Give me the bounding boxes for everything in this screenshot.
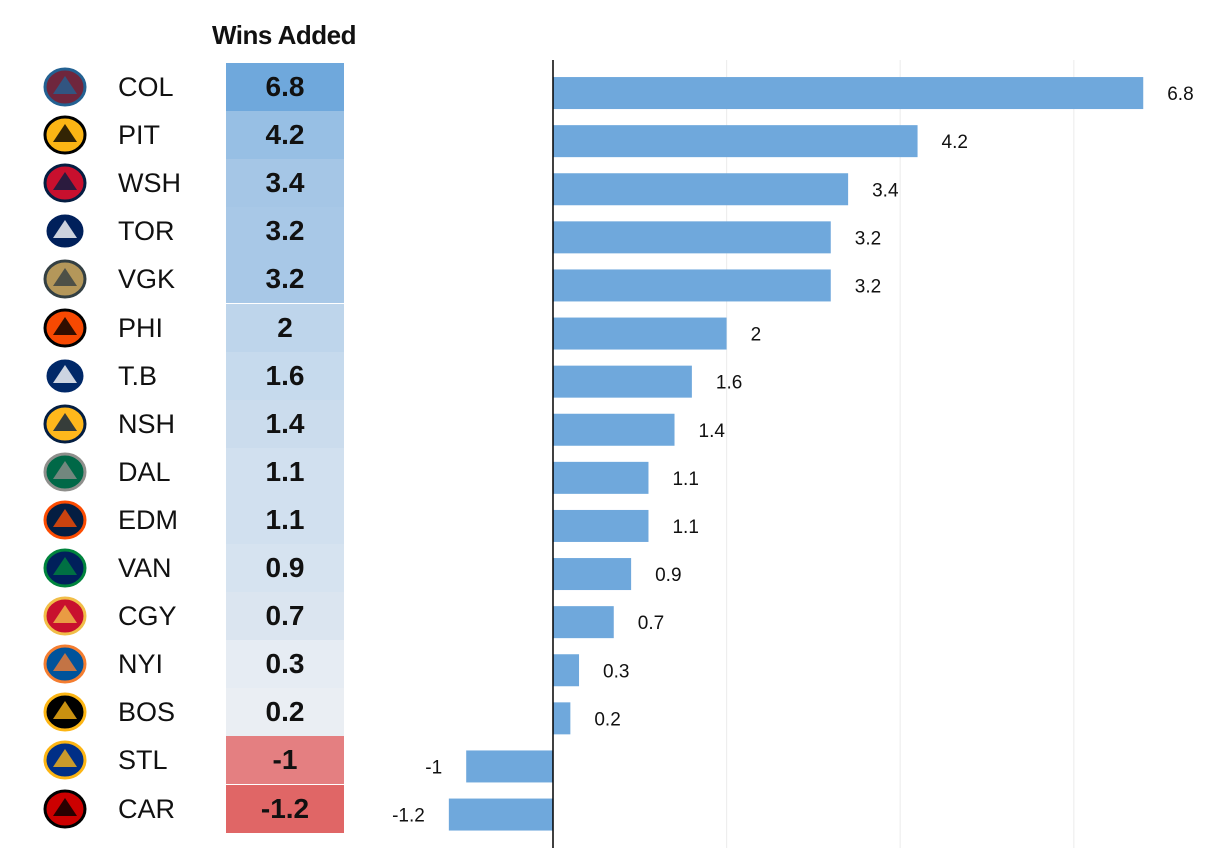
bar-cgy [553, 606, 614, 639]
wins-added-cell: 3.2 [226, 255, 344, 304]
bar-value-label: 0.7 [638, 613, 664, 634]
bar-value-label: 1.1 [672, 469, 698, 490]
bar-tor [553, 221, 831, 254]
bar-value-label: 1.4 [699, 421, 726, 442]
boston-bruins-logo-icon [43, 692, 87, 732]
vegas-golden-knights-logo-icon [43, 259, 87, 299]
wins-added-cell: 2 [226, 303, 344, 352]
nashville-predators-logo-icon [43, 404, 87, 444]
team-row: EDM 1.1 [0, 495, 1228, 544]
team-abbreviation: CAR [118, 793, 176, 824]
edmonton-oilers-logo-icon [43, 500, 87, 540]
column-title: Wins Added [211, 20, 357, 50]
bar-stl [466, 750, 553, 783]
team-row: STL -1 [0, 736, 1228, 785]
bar-value-label: 1.1 [672, 517, 698, 538]
bar-value-label: 3.2 [855, 276, 881, 297]
new-york-islanders-logo-icon [43, 644, 87, 684]
team-row: PHI 2 [0, 303, 1228, 352]
team-row: TOR 3.2 [0, 207, 1228, 256]
bar-tb [553, 365, 692, 398]
bar-value-label: 0.3 [603, 661, 629, 682]
team-abbreviation: PHI [118, 312, 164, 343]
team-row: DAL 1.1 [0, 447, 1228, 496]
bar-value-label: 2 [751, 325, 762, 346]
wins-added-cell: 3.2 [226, 207, 344, 256]
bar-nyi [553, 654, 580, 687]
team-abbreviation: T.B [118, 360, 158, 391]
bar-vgk [553, 269, 831, 302]
team-row: CAR -1.2 [0, 784, 1228, 833]
bar-edm [553, 509, 649, 542]
team-row: PIT 4.2 [0, 111, 1228, 160]
team-row: VAN 0.9 [0, 544, 1228, 592]
calgary-flames-logo-icon [43, 596, 87, 636]
team-abbreviation: TOR [118, 216, 175, 247]
wins-added-cell: 0.3 [226, 640, 344, 689]
wins-added-cell: 4.2 [226, 111, 344, 160]
bar-car [448, 798, 553, 831]
bar-value-label: 3.2 [855, 228, 881, 249]
wins-added-cell: -1 [226, 736, 344, 785]
wins-added-cell: 1.6 [226, 351, 344, 400]
bar-value-label: 0.2 [594, 709, 620, 730]
bar-col [553, 77, 1144, 110]
pittsburgh-penguins-logo-icon [43, 115, 87, 155]
wins-added-cell: 6.8 [226, 63, 344, 111]
team-row: WSH 3.4 [0, 159, 1228, 208]
bar-van [553, 558, 632, 591]
team-abbreviation: NYI [118, 649, 164, 680]
dallas-stars-logo-icon [43, 452, 87, 492]
wins-added-cell: 1.1 [226, 495, 344, 544]
tampa-bay-lightning-logo-icon [43, 356, 87, 396]
team-row: T.B 1.6 [0, 351, 1228, 400]
carolina-hurricanes-logo-icon [43, 789, 87, 828]
wins-added-cell: 0.7 [226, 592, 344, 641]
bar-value-label: -1 [425, 757, 442, 778]
team-abbreviation: BOS [118, 697, 176, 728]
team-row: NSH 1.4 [0, 399, 1228, 448]
team-abbreviation: COL [118, 72, 174, 102]
team-abbreviation: VGK [118, 264, 176, 295]
bar-value-label: -1.2 [392, 806, 425, 827]
team-abbreviation: NSH [118, 408, 176, 439]
philadelphia-flyers-logo-icon [43, 308, 87, 347]
washington-capitals-logo-icon [43, 163, 87, 203]
bar-value-label: 1.6 [716, 373, 742, 394]
bar-value-label: 0.9 [655, 565, 681, 586]
wins-added-cell: 3.4 [226, 159, 344, 208]
team-abbreviation: DAL [118, 456, 171, 487]
wins-added-cell: 1.4 [226, 399, 344, 448]
team-row: BOS 0.2 [0, 688, 1228, 737]
bar-pit [553, 125, 918, 158]
vancouver-canucks-logo-icon [43, 548, 87, 588]
team-abbreviation: PIT [118, 120, 161, 151]
team-abbreviation: WSH [118, 168, 181, 199]
bar-nsh [553, 413, 675, 446]
wins-added-cell: 0.2 [226, 688, 344, 737]
bar-value-label: 3.4 [872, 180, 899, 201]
team-abbreviation: CGY [118, 601, 177, 632]
team-abbreviation: STL [118, 745, 168, 776]
team-abbreviation: EDM [118, 504, 178, 535]
team-row: NYI 0.3 [0, 640, 1228, 689]
bar-value-label: 6.8 [1167, 84, 1193, 105]
team-row: VGK 3.2 [0, 255, 1228, 304]
bar-wsh [553, 173, 849, 206]
wins-added-cell: -1.2 [226, 784, 344, 833]
team-row: COL 6.8 [0, 63, 1228, 111]
st-louis-blues-logo-icon [43, 740, 87, 780]
wins-added-cell: 0.9 [226, 544, 344, 592]
colorado-avalanche-logo-icon [43, 67, 87, 107]
bar-bos [553, 702, 571, 735]
toronto-maple-leafs-logo-icon [43, 211, 87, 251]
bar-phi [553, 317, 727, 350]
team-abbreviation: VAN [118, 553, 172, 583]
wins-added-cell: 1.1 [226, 447, 344, 496]
team-row: CGY 0.7 [0, 592, 1228, 641]
bar-value-label: 4.2 [942, 132, 968, 153]
bar-dal [553, 461, 649, 494]
